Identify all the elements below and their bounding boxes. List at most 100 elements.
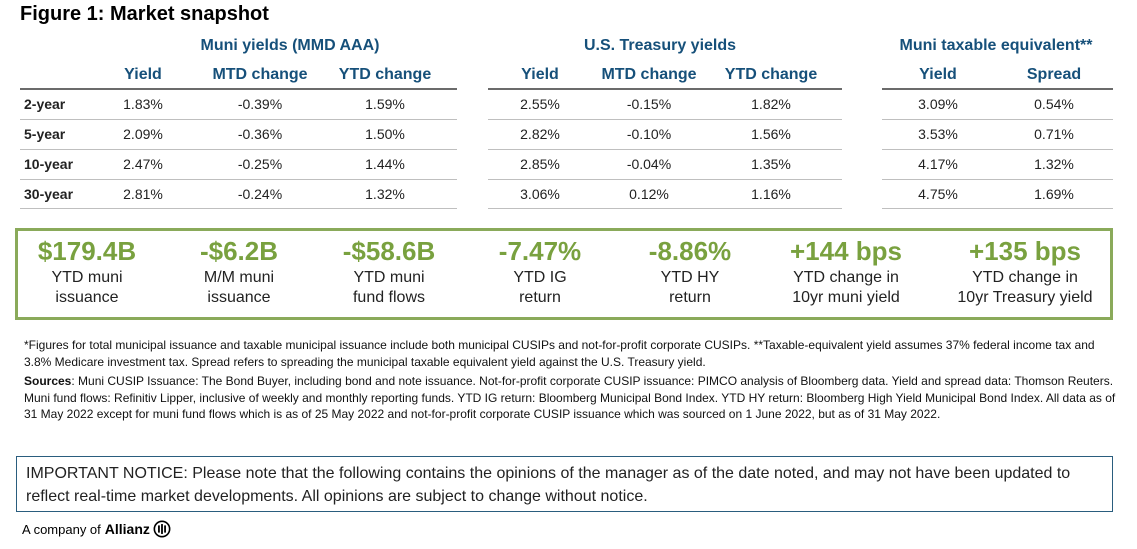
table-cell: 2.85%: [520, 156, 560, 172]
col-header-muni-ytd: YTD change: [338, 66, 432, 83]
kpi-value: -$6.2B: [199, 236, 279, 266]
row-divider: [20, 119, 457, 120]
kpi-value: +144 bps: [789, 236, 902, 266]
row-label: 5-year: [24, 126, 66, 142]
kpi-label: 10yr muni yield: [792, 289, 900, 306]
header-divider-muni: [20, 88, 457, 90]
kpi-mm-muni-issuance: -$6.2B M/M muni issuance: [164, 236, 314, 308]
allianz-logo-icon: [153, 520, 171, 538]
kpi-10yr-muni-change: +144 bps YTD change in 10yr muni yield: [771, 236, 921, 308]
row-divider: [488, 149, 842, 150]
table-cell: -0.25%: [237, 156, 283, 172]
kpi-value: +135 bps: [968, 236, 1081, 266]
col-header-muni-yield: Yield: [124, 66, 162, 83]
row-divider: [488, 119, 842, 120]
table-cell: 1.35%: [751, 156, 791, 172]
table-cell: 3.09%: [918, 96, 958, 112]
table-cell: 0.54%: [1034, 96, 1074, 112]
kpi-label: issuance: [207, 289, 271, 306]
important-notice: IMPORTANT NOTICE: Please note that the f…: [16, 456, 1113, 512]
footer: A company of Allianz: [22, 520, 171, 538]
row-divider: [882, 179, 1113, 180]
table-cell: 1.83%: [123, 96, 163, 112]
row-divider: [20, 179, 457, 180]
row-label: 30-year: [24, 186, 74, 202]
table-cell: -0.15%: [626, 96, 672, 112]
table-cell: -0.10%: [626, 126, 672, 142]
table-cell: -0.24%: [237, 186, 283, 202]
table-cell: 4.75%: [918, 186, 958, 202]
sources-note: Sources: Muni CUSIP Issuance: The Bond B…: [24, 373, 1124, 423]
table-cell: 1.32%: [365, 186, 405, 202]
kpi-ytd-muni-issuance: $179.4B YTD muni issuance: [12, 236, 162, 308]
kpi-ytd-ig-return: -7.47% YTD IG return: [465, 236, 615, 308]
footer-prefix: A company of: [22, 521, 101, 537]
kpi-label: M/M muni: [203, 269, 275, 286]
group-header-taxable: Muni taxable equivalent**: [899, 37, 1093, 54]
table-cell: 2.47%: [123, 156, 163, 172]
row-divider: [882, 149, 1113, 150]
table-cell: 1.32%: [1034, 156, 1074, 172]
row-divider: [882, 119, 1113, 120]
table-cell: 3.06%: [520, 186, 560, 202]
kpi-label: return: [669, 289, 711, 306]
kpi-label: return: [519, 289, 561, 306]
table-cell: 1.44%: [365, 156, 405, 172]
table-cell: 0.71%: [1034, 126, 1074, 142]
col-header-ust-ytd: YTD change: [724, 66, 818, 83]
table-cell: 1.56%: [751, 126, 791, 142]
figure-title: Figure 1: Market snapshot: [20, 3, 269, 25]
row-label: 10-year: [24, 156, 74, 172]
kpi-label: fund flows: [352, 289, 426, 306]
row-label: 2-year: [24, 96, 66, 112]
footnote: *Figures for total municipal issuance an…: [24, 338, 1095, 369]
table-cell: 1.50%: [365, 126, 405, 142]
sources-label: Sources: [24, 374, 72, 388]
table-cell: -0.36%: [237, 126, 283, 142]
table-cell: 4.17%: [918, 156, 958, 172]
col-header-tax-yield: Yield: [919, 66, 957, 83]
kpi-value: -7.47%: [498, 236, 582, 266]
kpi-value: -8.86%: [648, 236, 732, 266]
kpi-label: YTD muni: [353, 269, 425, 286]
kpi-label: YTD change in: [972, 269, 1078, 286]
table-cell: 2.55%: [520, 96, 560, 112]
table-cell: 1.82%: [751, 96, 791, 112]
kpi-label: 10yr Treasury yield: [957, 289, 1093, 306]
kpi-label: YTD muni: [51, 269, 123, 286]
footer-brand: Allianz: [104, 521, 150, 537]
group-header-treasury: U.S. Treasury yields: [583, 37, 737, 54]
row-divider: [488, 179, 842, 180]
kpi-value: $179.4B: [37, 236, 137, 266]
table-cell: -0.39%: [237, 96, 283, 112]
table-cell: 2.81%: [123, 186, 163, 202]
header-divider-taxable: [882, 88, 1113, 90]
table-cell: 2.09%: [123, 126, 163, 142]
kpi-label: issuance: [55, 289, 119, 306]
col-header-muni-mtd: MTD change: [212, 66, 308, 83]
kpi-ytd-fund-flows: -$58.6B YTD muni fund flows: [314, 236, 464, 308]
table-cell: 0.12%: [629, 186, 669, 202]
sources-text: : Muni CUSIP Issuance: The Bond Buyer, i…: [24, 374, 1116, 421]
kpi-10yr-treasury-change: +135 bps YTD change in 10yr Treasury yie…: [940, 236, 1110, 308]
col-header-tax-spread: Spread: [1026, 66, 1082, 83]
header-divider-treasury: [488, 88, 842, 90]
snapshot-box: [15, 228, 1113, 320]
kpi-label: YTD change in: [793, 269, 899, 286]
table-cell: 1.16%: [751, 186, 791, 202]
table-cell: -0.04%: [626, 156, 672, 172]
col-header-ust-mtd: MTD change: [601, 66, 697, 83]
kpi-ytd-hy-return: -8.86% YTD HY return: [615, 236, 765, 308]
row-divider: [20, 208, 457, 209]
row-divider: [882, 208, 1113, 209]
table-cell: 3.53%: [918, 126, 958, 142]
kpi-label: YTD IG: [513, 269, 567, 286]
table-cell: 2.82%: [520, 126, 560, 142]
table-cell: 1.59%: [365, 96, 405, 112]
kpi-label: YTD HY: [660, 269, 720, 286]
table-cell: 1.69%: [1034, 186, 1074, 202]
row-divider: [488, 208, 842, 209]
col-header-ust-yield: Yield: [521, 66, 559, 83]
kpi-value: -$58.6B: [342, 236, 436, 266]
group-header-muni: Muni yields (MMD AAA): [200, 37, 380, 54]
